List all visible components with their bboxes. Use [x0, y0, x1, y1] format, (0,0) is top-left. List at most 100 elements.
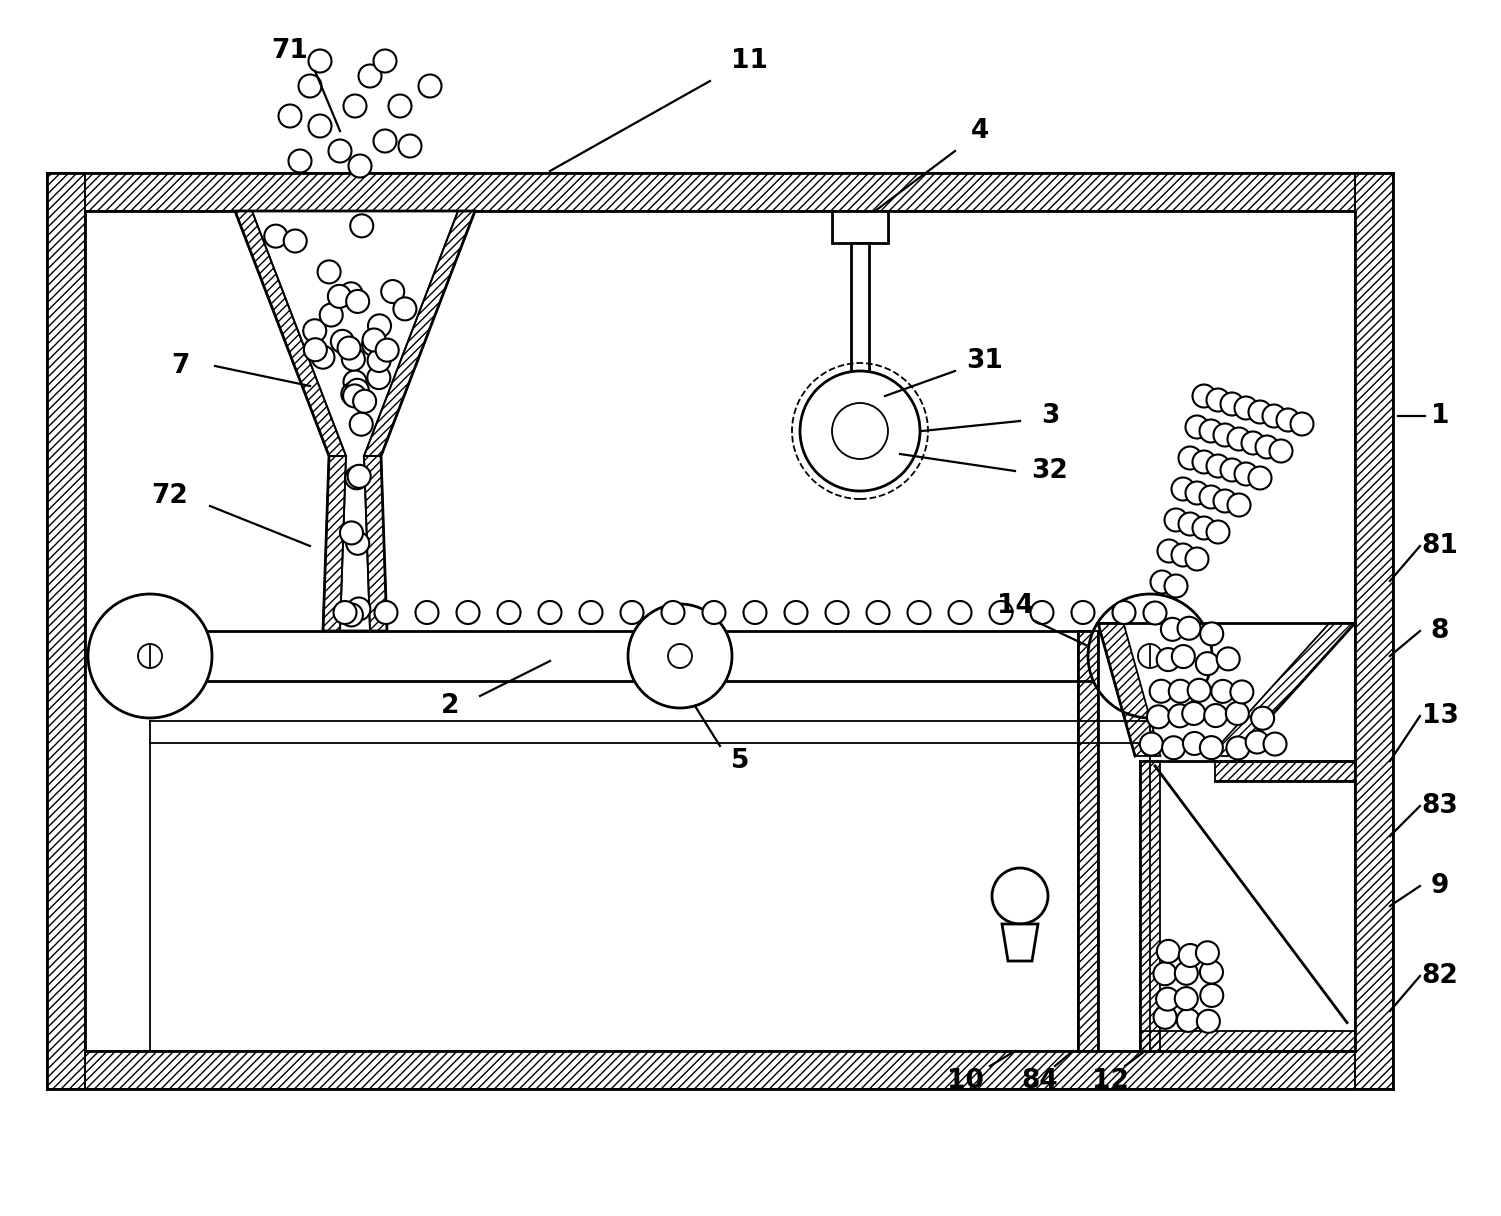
Circle shape [1139, 732, 1163, 755]
Text: 31: 31 [967, 348, 1004, 375]
Circle shape [866, 601, 890, 624]
Circle shape [339, 282, 363, 305]
Circle shape [368, 366, 390, 389]
Circle shape [1172, 644, 1195, 668]
Circle shape [1220, 458, 1243, 482]
Circle shape [348, 465, 371, 488]
Circle shape [1157, 940, 1180, 963]
Circle shape [381, 280, 404, 303]
Circle shape [1213, 423, 1237, 446]
Circle shape [1186, 416, 1208, 439]
Circle shape [303, 320, 326, 342]
Circle shape [1262, 405, 1285, 428]
Text: 3: 3 [1040, 402, 1060, 429]
Circle shape [1276, 409, 1300, 432]
Circle shape [345, 379, 369, 401]
Circle shape [1196, 652, 1219, 675]
Circle shape [1199, 420, 1222, 443]
Text: 4: 4 [971, 118, 989, 143]
Circle shape [908, 601, 931, 624]
Circle shape [1147, 705, 1169, 728]
Circle shape [1177, 1009, 1199, 1032]
Circle shape [949, 601, 971, 624]
Circle shape [1154, 1006, 1177, 1029]
Circle shape [338, 337, 360, 360]
Circle shape [1168, 704, 1192, 727]
Circle shape [347, 597, 371, 620]
Circle shape [309, 50, 332, 73]
Circle shape [1270, 439, 1292, 462]
Text: 9: 9 [1430, 873, 1448, 899]
Circle shape [579, 601, 602, 624]
Circle shape [318, 260, 341, 283]
Circle shape [1241, 432, 1264, 455]
Circle shape [368, 315, 390, 337]
Circle shape [1201, 984, 1223, 1007]
Text: 84: 84 [1022, 1068, 1058, 1094]
Text: 8: 8 [1430, 618, 1448, 644]
Bar [1214, 761, 1355, 782]
Circle shape [1175, 987, 1198, 1010]
Circle shape [329, 140, 351, 163]
Circle shape [1178, 944, 1202, 967]
Circle shape [312, 345, 335, 368]
Circle shape [1199, 485, 1222, 508]
Text: 13: 13 [1421, 703, 1459, 730]
Circle shape [1228, 428, 1250, 450]
Circle shape [620, 601, 644, 624]
Circle shape [344, 95, 366, 118]
Text: 72: 72 [152, 483, 188, 510]
Circle shape [347, 289, 369, 313]
Circle shape [89, 593, 212, 717]
Circle shape [668, 644, 692, 668]
Circle shape [1231, 681, 1253, 703]
Circle shape [1213, 490, 1237, 512]
Circle shape [1183, 702, 1205, 725]
Text: 83: 83 [1421, 793, 1459, 820]
Circle shape [1178, 446, 1201, 469]
Circle shape [375, 338, 399, 361]
Circle shape [800, 371, 920, 491]
Circle shape [1112, 601, 1135, 624]
Circle shape [330, 330, 354, 353]
Circle shape [539, 601, 561, 624]
Circle shape [785, 601, 808, 624]
Circle shape [1187, 679, 1211, 702]
Circle shape [1207, 388, 1229, 411]
Circle shape [342, 348, 365, 371]
Circle shape [1234, 462, 1258, 485]
Circle shape [1171, 478, 1195, 501]
Circle shape [363, 328, 386, 351]
Circle shape [1186, 547, 1208, 570]
Polygon shape [1003, 924, 1039, 961]
Circle shape [416, 601, 438, 624]
Circle shape [419, 74, 441, 97]
Bar [847, 418, 874, 444]
Circle shape [264, 225, 287, 248]
Circle shape [832, 402, 889, 458]
Circle shape [1088, 593, 1211, 717]
Circle shape [1183, 732, 1205, 755]
Text: 7: 7 [171, 353, 189, 379]
Circle shape [1201, 623, 1223, 646]
Circle shape [350, 412, 372, 435]
Circle shape [1196, 1009, 1220, 1032]
Circle shape [1192, 517, 1216, 540]
Polygon shape [236, 212, 474, 631]
Circle shape [299, 74, 321, 97]
Circle shape [1204, 704, 1228, 727]
Text: 14: 14 [997, 593, 1033, 619]
Bar [86, 212, 1355, 1051]
Circle shape [1291, 412, 1313, 435]
Circle shape [1165, 574, 1187, 597]
Circle shape [1246, 731, 1268, 754]
Circle shape [138, 644, 162, 668]
Circle shape [702, 601, 725, 624]
Circle shape [359, 64, 381, 88]
Circle shape [350, 214, 374, 237]
Circle shape [1249, 400, 1271, 423]
Circle shape [1178, 512, 1201, 535]
Circle shape [1255, 435, 1279, 458]
Circle shape [1156, 987, 1180, 1010]
Circle shape [1157, 540, 1180, 563]
